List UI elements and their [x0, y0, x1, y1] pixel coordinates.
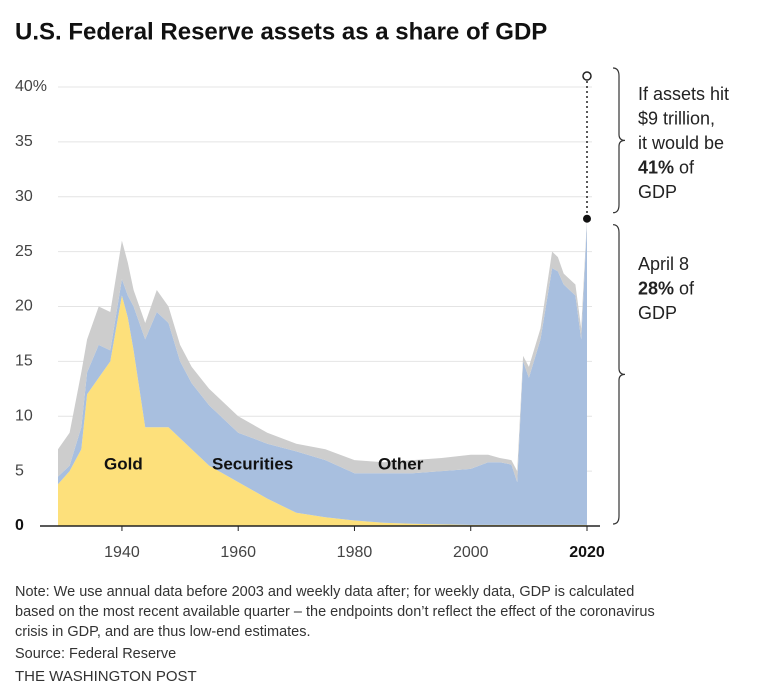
bracket [612, 67, 626, 214]
y-tick-label: 0 [15, 517, 24, 534]
annotation-part: 28% [638, 278, 674, 298]
annotation: 28% of [638, 278, 695, 298]
projection-point [582, 71, 592, 81]
note: based on the most recent available quart… [15, 604, 655, 620]
annotation-part: 41% [638, 157, 674, 177]
x-tick-label: 2020 [569, 544, 605, 561]
y-tick-label: 5 [15, 462, 24, 479]
area [58, 295, 587, 526]
y-tick-label: 40% [15, 78, 47, 95]
x-tick-label: 1960 [220, 544, 256, 561]
series-label: Gold [104, 454, 143, 473]
y-tick-label: 25 [15, 243, 33, 260]
area [58, 223, 587, 525]
endpoint [583, 214, 591, 223]
credit: THE WASHINGTON POST [15, 668, 197, 685]
x-tick-label: 2000 [453, 544, 489, 561]
note: crisis in GDP, and are thus low-end esti… [15, 624, 311, 640]
annotation-part: GDP [638, 303, 677, 323]
x-tick-label: 1940 [104, 544, 140, 561]
annotation: If assets hit [638, 84, 729, 104]
annotation: GDP [638, 303, 677, 323]
annotation-part: If assets hit [638, 84, 729, 104]
annotation-part: it would be [638, 133, 724, 153]
annotation-part: $9 trillion, [638, 108, 715, 128]
y-tick-label: 15 [15, 353, 33, 370]
source: Source: Federal Reserve [15, 646, 176, 662]
y-tick-label: 10 [15, 407, 33, 424]
annotation-part: of [674, 278, 695, 298]
annotation-part: April 8 [638, 254, 689, 274]
annotation-part: of [674, 157, 695, 177]
note: Note: We use annual data before 2003 and… [15, 584, 634, 600]
y-tick-label: 20 [15, 298, 33, 315]
annotation: April 8 [638, 254, 689, 274]
y-tick-label: 35 [15, 133, 33, 150]
annotation: it would be [638, 133, 724, 153]
annotation: 41% of [638, 157, 695, 177]
bracket [612, 224, 626, 525]
series-label: Other [378, 454, 424, 473]
annotation: GDP [638, 182, 677, 202]
x-tick-label: 1980 [337, 544, 373, 561]
annotation: $9 trillion, [638, 108, 715, 128]
y-tick-label: 30 [15, 188, 33, 205]
annotation-part: GDP [638, 182, 677, 202]
series-label: Securities [212, 454, 293, 473]
chart-title: U.S. Federal Reserve assets as a share o… [15, 18, 547, 45]
